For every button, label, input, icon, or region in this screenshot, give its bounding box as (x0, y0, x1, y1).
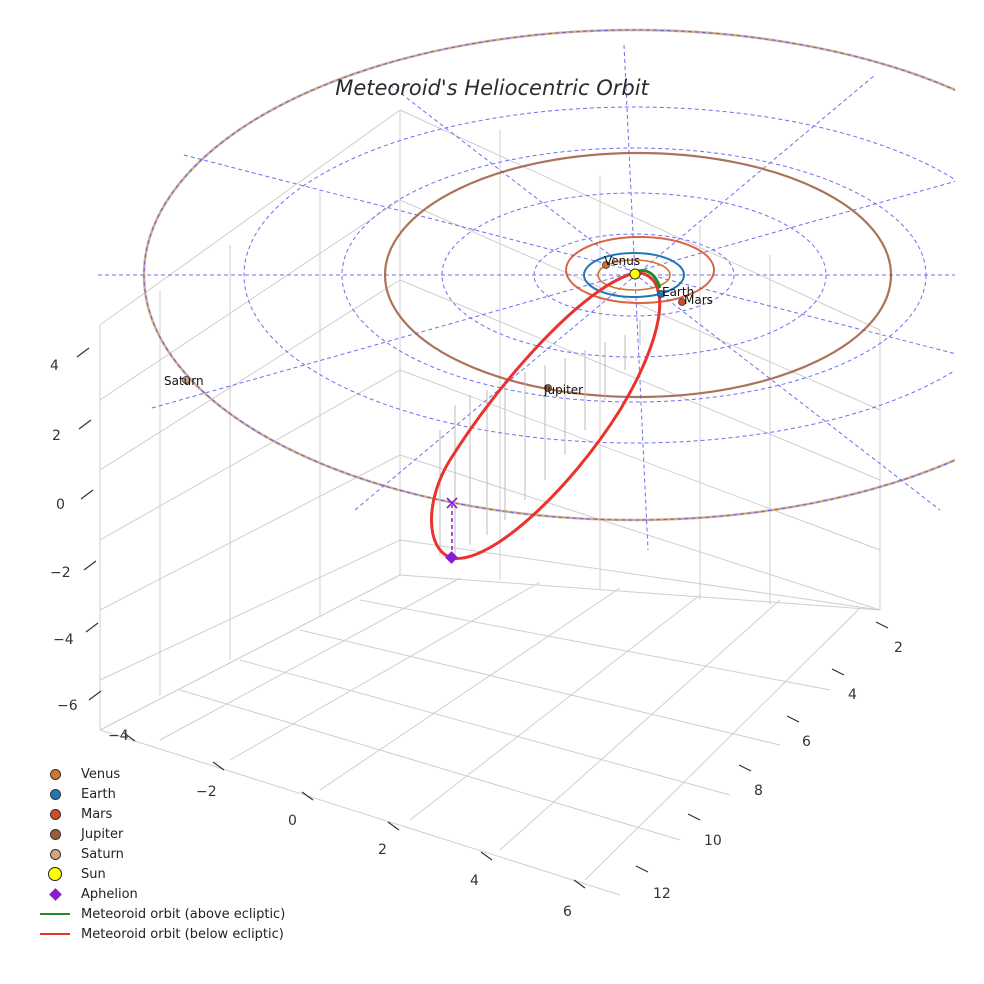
x-tick-label: 2 (378, 842, 387, 858)
jupiter-dot-icon (49, 828, 61, 840)
y-tick-label: 2 (894, 640, 903, 656)
legend-item-venus: Venus (40, 764, 285, 784)
legend-item-saturn: Saturn (40, 844, 285, 864)
saturn-label: Saturn (164, 374, 204, 388)
z-tick-label: −6 (57, 698, 78, 714)
legend-item-sun: Sun (40, 864, 285, 884)
z-tick-label: 2 (52, 428, 61, 444)
z-tick-label: −2 (50, 565, 71, 581)
legend-item-mars: Mars (40, 804, 285, 824)
jupiter-orbit (383, 151, 893, 399)
y-tick-label: 4 (848, 687, 857, 703)
legend-label: Aphelion (81, 886, 138, 902)
x-tick-label: 6 (563, 904, 572, 920)
saturn-marker (182, 376, 190, 384)
legend-item-orbit-below: Meteoroid orbit (below ecliptic) (40, 924, 285, 944)
red-line-icon (40, 933, 70, 935)
y-tick (786, 715, 800, 723)
x-tick-label: 0 (288, 813, 297, 829)
venus-label: Venus (604, 254, 640, 268)
saturn-dot-icon (49, 848, 61, 860)
mars-dot-icon (49, 808, 61, 820)
legend-item-orbit-above: Meteoroid orbit (above ecliptic) (40, 904, 285, 924)
x-tick-label: −2 (196, 784, 217, 800)
mars-marker (678, 298, 686, 306)
legend-label: Mars (81, 806, 113, 822)
y-tick-label: 6 (802, 734, 811, 750)
legend-item-jupiter: Jupiter (40, 824, 285, 844)
jupiter-label: Jupiter (543, 383, 583, 397)
z-tick (85, 622, 99, 633)
legend-label: Saturn (81, 846, 124, 862)
x-tick (212, 761, 225, 771)
aphelion-marker (445, 551, 458, 564)
legend-label: Meteoroid orbit (below ecliptic) (81, 926, 284, 942)
ecliptic-reference-grid (98, 29, 955, 551)
z-tick (78, 419, 92, 430)
z-tick-label: −4 (53, 632, 74, 648)
meteoroid-orbit-below (430, 271, 662, 560)
aphelion-ecliptic-marker (446, 497, 458, 509)
y-tick (635, 865, 649, 873)
legend-label: Meteoroid orbit (above ecliptic) (81, 906, 286, 922)
y-tick-label: 10 (704, 833, 722, 849)
earth-marker (657, 290, 665, 298)
y-tick (738, 764, 752, 772)
mars-label: Mars (684, 293, 713, 307)
y-tick (875, 621, 889, 629)
legend-item-aphelion: Aphelion (40, 884, 285, 904)
x-tick (387, 821, 400, 831)
z-tick (76, 347, 90, 358)
x-tick (573, 879, 586, 889)
venus-marker (602, 261, 610, 269)
y-tick-label: 8 (754, 783, 763, 799)
axes-box-grid (99, 109, 881, 896)
legend-label: Earth (81, 786, 116, 802)
sun-marker (629, 268, 641, 280)
chart-title: Meteoroid's Heliocentric Orbit (335, 76, 649, 100)
legend-label: Venus (81, 766, 121, 782)
aphelion-diamond-icon (48, 887, 62, 901)
z-tick-label: 0 (56, 497, 65, 513)
legend-label: Sun (81, 866, 106, 882)
sun-dot-icon (48, 867, 62, 881)
y-tick-label: 12 (653, 886, 671, 902)
earth-label: Earth (662, 285, 694, 299)
y-tick (687, 813, 701, 821)
x-axis: −4 −2 0 2 4 6 (108, 728, 586, 920)
green-line-icon (40, 913, 70, 915)
legend: Venus Earth Mars Jupiter Saturn Sun Aphe… (40, 764, 285, 944)
legend-item-earth: Earth (40, 784, 285, 804)
venus-orbit (597, 259, 671, 291)
mars-orbit (565, 236, 715, 304)
earth-orbit (583, 252, 685, 298)
jupiter-marker (544, 384, 552, 392)
z-tick-label: 4 (50, 358, 59, 374)
x-tick (123, 732, 136, 742)
x-tick (480, 851, 493, 861)
ecliptic-drop-lines (439, 320, 641, 555)
x-tick (301, 791, 314, 801)
z-axis: 4 2 0 −2 −4 −6 (50, 347, 102, 714)
x-tick-label: −4 (108, 728, 129, 744)
y-axis: 2 4 6 8 10 12 (635, 621, 903, 902)
venus-dot-icon (49, 768, 61, 780)
z-tick (80, 489, 94, 500)
legend-label: Jupiter (81, 826, 124, 842)
earth-dot-icon (49, 788, 61, 800)
y-tick (831, 668, 845, 676)
z-tick (83, 560, 97, 571)
z-tick (88, 690, 102, 701)
x-tick-label: 4 (470, 873, 479, 889)
